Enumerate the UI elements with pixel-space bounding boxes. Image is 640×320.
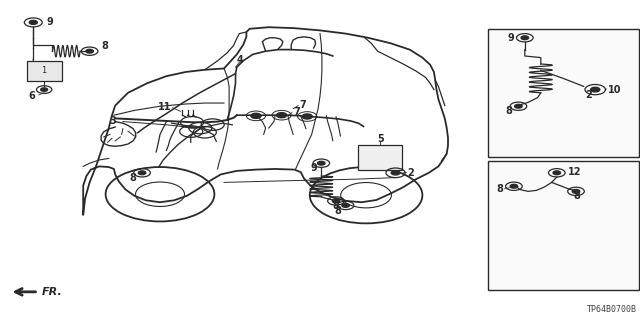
Bar (27, 61, 62, 81)
Bar (358, 145, 402, 170)
Circle shape (276, 113, 287, 118)
Circle shape (342, 204, 349, 207)
Text: 7: 7 (300, 100, 307, 110)
Text: 4: 4 (237, 55, 243, 65)
Text: 8: 8 (335, 205, 341, 216)
Text: 9: 9 (310, 163, 317, 173)
Circle shape (391, 171, 400, 175)
Text: 9: 9 (508, 33, 515, 43)
Text: 5: 5 (377, 134, 383, 144)
Circle shape (41, 88, 47, 91)
Text: 8: 8 (574, 191, 580, 201)
Circle shape (332, 199, 340, 203)
Text: 10: 10 (608, 84, 621, 95)
Text: FR.: FR. (42, 287, 62, 297)
Text: 2: 2 (407, 168, 414, 178)
Bar (488, 161, 639, 290)
Text: 8: 8 (130, 172, 136, 183)
Text: 1: 1 (42, 66, 47, 75)
Circle shape (572, 189, 580, 193)
Text: 8: 8 (333, 201, 339, 211)
Circle shape (317, 161, 325, 165)
Text: TP64B0700B: TP64B0700B (587, 305, 637, 314)
Circle shape (553, 171, 561, 175)
Circle shape (591, 87, 600, 92)
Text: 7: 7 (293, 107, 300, 117)
Text: 3: 3 (109, 116, 116, 126)
Text: 6: 6 (29, 91, 35, 101)
Text: 12: 12 (568, 167, 581, 177)
Text: 8: 8 (506, 106, 512, 116)
Text: 11: 11 (158, 102, 172, 112)
Circle shape (521, 36, 529, 40)
Circle shape (302, 114, 312, 119)
Circle shape (86, 49, 93, 53)
Circle shape (138, 171, 146, 175)
Circle shape (251, 113, 261, 118)
Circle shape (515, 104, 522, 108)
Text: 8: 8 (496, 184, 503, 195)
Text: 2: 2 (586, 90, 592, 100)
Circle shape (510, 184, 518, 188)
Text: 8: 8 (101, 41, 108, 52)
Circle shape (29, 20, 37, 24)
Bar (488, 29, 639, 157)
Text: 9: 9 (46, 17, 53, 27)
